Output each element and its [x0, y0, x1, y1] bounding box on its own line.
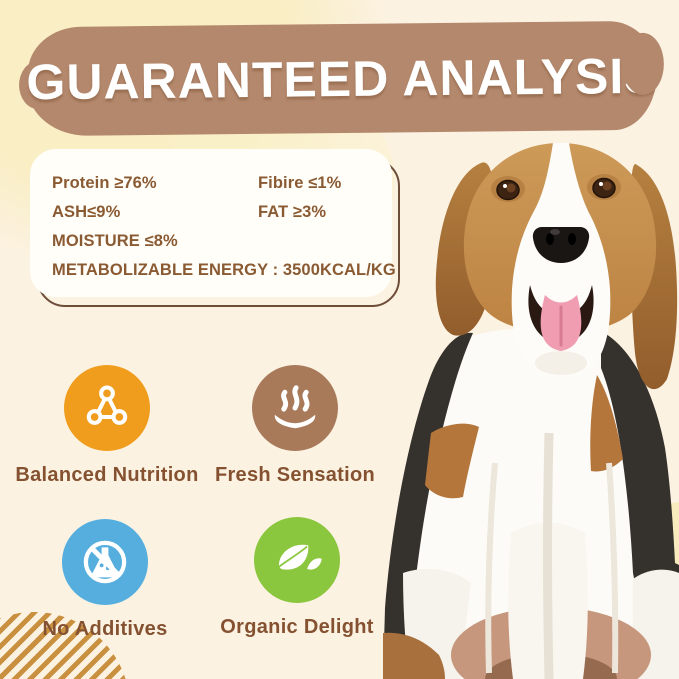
molecule-icon	[86, 385, 128, 425]
analysis-protein: Protein ≥76%	[52, 174, 157, 192]
leaf-icon	[254, 517, 340, 603]
feature-label: No Additives	[42, 618, 168, 640]
analysis-fat: FAT ≥3%	[258, 203, 327, 221]
feature-label: Balanced Nutrition	[15, 464, 199, 486]
feature-label: Fresh Sensation	[214, 464, 376, 486]
feature-fresh-sensation: Fresh Sensation	[200, 365, 390, 487]
steam-icon	[252, 365, 338, 451]
leaf-icon	[278, 544, 322, 570]
steam-icon	[274, 385, 316, 429]
beagle-dog-illustration	[383, 143, 679, 679]
feature-no-additives: No Additives	[10, 519, 200, 641]
title-banner: GUARANTEED ANALYSIS	[26, 20, 659, 137]
beagle-dog-photo	[383, 133, 679, 679]
analysis-fibre: Fibire ≤1%	[258, 174, 342, 192]
feature-label: Organic Delight	[220, 616, 374, 638]
analysis-moisture: MOISTURE ≤8%	[52, 232, 178, 250]
analysis-grid: Protein ≥76% Fibire ≤1% ASH≤9% FAT ≥3% M…	[52, 169, 396, 285]
analysis-card: Protein ≥76% Fibire ≤1% ASH≤9% FAT ≥3% M…	[30, 149, 396, 297]
no-additives-icon	[83, 540, 127, 584]
no-additives-icon	[62, 519, 148, 605]
analysis-energy: METABOLIZABLE ENERGY : 3500KCAL/KG	[52, 261, 396, 279]
molecule-icon	[64, 365, 150, 451]
feature-organic-delight: Organic Delight	[202, 517, 392, 639]
feature-balanced-nutrition: Balanced Nutrition	[12, 365, 202, 487]
analysis-ash: ASH≤9%	[52, 203, 121, 221]
page-title: GUARANTEED ANALYSIS	[26, 47, 659, 110]
